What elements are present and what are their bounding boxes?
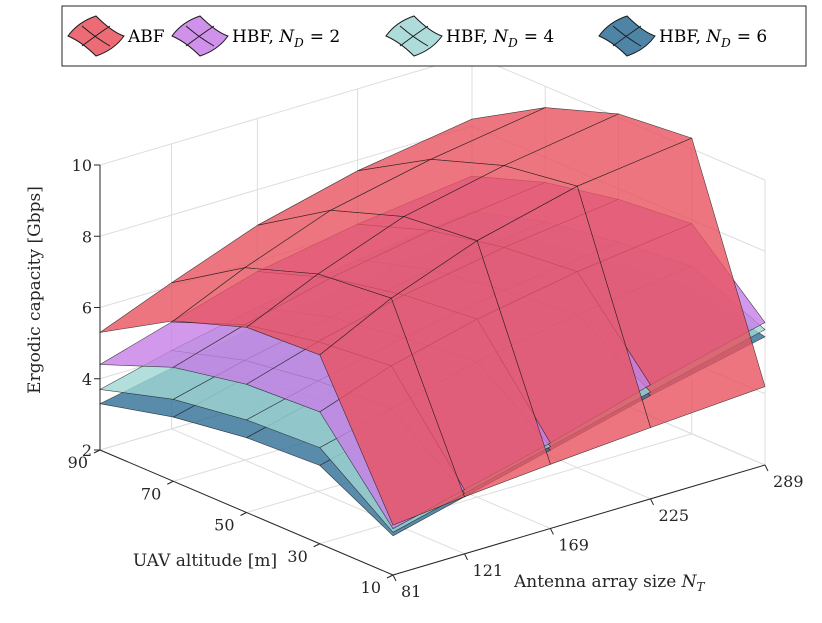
z-tick-label: 2 xyxy=(82,441,92,460)
z-tick-label: 4 xyxy=(82,370,92,389)
legend-label: ABF xyxy=(127,27,165,47)
legend-swatch-grid xyxy=(185,25,215,47)
legend-label: HBF, ND = 6 xyxy=(659,27,767,50)
y-tick-mark xyxy=(167,480,174,485)
legend-item: HBF, ND = 2 xyxy=(171,15,340,57)
z-axis-label: Ergodic capacity [Gbps] xyxy=(25,186,45,394)
legend-label: HBF, ND = 4 xyxy=(446,27,554,50)
legend-swatch-grid xyxy=(185,25,215,47)
x-tick-label: 289 xyxy=(773,472,804,491)
y-tick-mark xyxy=(313,543,320,548)
legend-item: HBF, ND = 6 xyxy=(598,15,767,57)
y-axis-label: UAV altitude [m] xyxy=(133,551,277,571)
legend-swatch-grid xyxy=(612,25,642,47)
y-tick-mark xyxy=(386,574,394,579)
legend-swatch-grid xyxy=(612,25,642,47)
y-tick-mark xyxy=(240,512,247,516)
grid-line xyxy=(319,433,692,545)
surface-plots xyxy=(98,107,766,537)
z-tick-label: 8 xyxy=(82,227,92,246)
z-tick-label: 6 xyxy=(82,299,92,318)
tick-labels: 81 121 169 225 289 10 30 50 70 902 4 6 8 10 xyxy=(68,156,804,601)
legend: ABF HBF, ND = 2 HBF, ND = 4 HBF, ND = 6 xyxy=(61,5,807,67)
x-tick-mark xyxy=(549,528,554,535)
legend-item: ABF xyxy=(67,15,165,57)
x-tick-mark xyxy=(764,464,769,472)
x-axis-line xyxy=(392,464,766,576)
legend-swatch-grid xyxy=(81,25,111,47)
legend-swatch-grid xyxy=(399,25,429,47)
grid-line xyxy=(99,54,473,166)
legend-swatch-grid xyxy=(399,25,429,47)
x-tick-mark xyxy=(464,553,468,561)
x-tick-label: 121 xyxy=(473,561,504,580)
legend-item: HBF, ND = 4 xyxy=(385,15,554,57)
y-tick-label: 90 xyxy=(68,453,88,472)
surface-patch-0 xyxy=(319,297,465,526)
y-tick-label: 10 xyxy=(361,578,381,597)
y-tick-label: 30 xyxy=(287,547,307,566)
x-tick-label: 169 xyxy=(558,535,589,554)
x-tick-mark xyxy=(650,498,654,506)
y-tick-label: 70 xyxy=(141,484,161,503)
y-tick-label: 50 xyxy=(214,516,234,535)
legend-swatch-grid xyxy=(81,25,111,47)
x-axis-label: Antenna array size NT xyxy=(513,572,706,594)
x-tick-label: 225 xyxy=(659,506,690,525)
legend-label: HBF, ND = 2 xyxy=(232,27,340,50)
grid-line xyxy=(99,125,473,237)
z-tick-label: 10 xyxy=(72,156,92,175)
x-tick-mark xyxy=(392,574,397,582)
x-tick-label: 81 xyxy=(401,582,421,601)
